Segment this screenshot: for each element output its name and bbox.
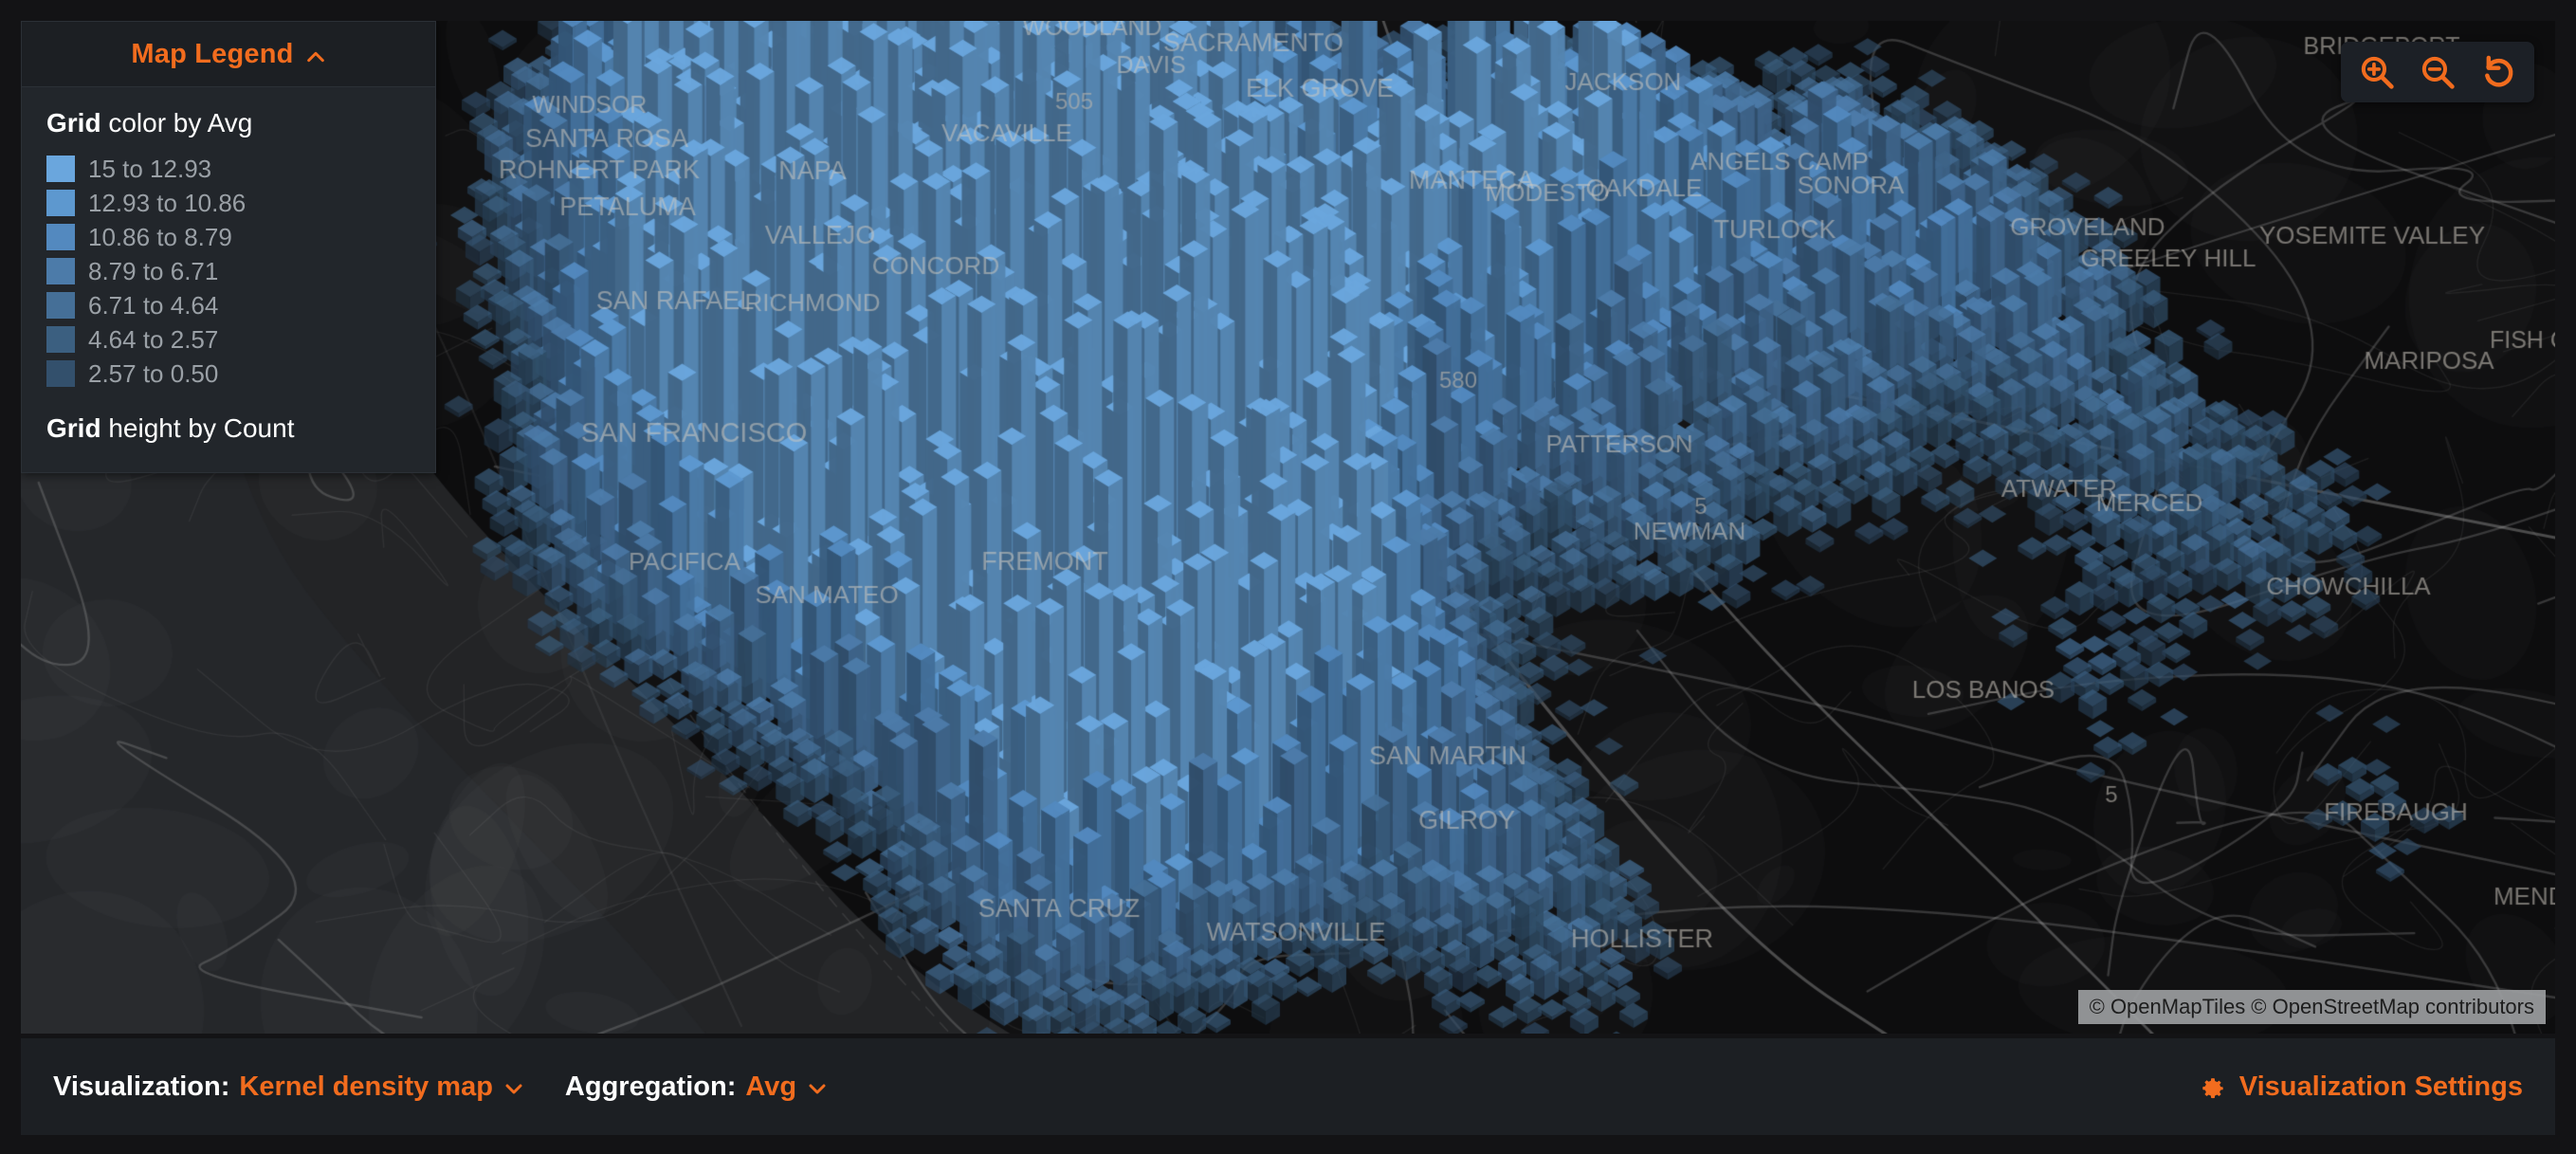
zoom-out-button[interactable] — [2419, 53, 2457, 91]
legend-color-heading-suffix: color by Avg — [100, 108, 253, 137]
reset-icon[interactable] — [2479, 53, 2517, 91]
legend-range-label: 15 to 12.93 — [88, 154, 212, 183]
map-zoom-controls — [2341, 42, 2534, 102]
legend-range-label: 8.79 to 6.71 — [88, 256, 219, 285]
reset-view-button[interactable] — [2479, 53, 2517, 91]
legend-color-swatch — [46, 190, 75, 216]
legend-row: 10.86 to 8.79 — [46, 220, 411, 254]
aggregation-selector-group: Aggregation: Avg — [565, 1072, 829, 1103]
map-viewport[interactable]: Map Legend Grid color by Avg 15 to 12.93… — [21, 21, 2555, 1034]
legend-height-heading-prefix: Grid — [46, 413, 101, 443]
legend-range-label: 10.86 to 8.79 — [88, 222, 232, 251]
map-legend-panel: Map Legend Grid color by Avg 15 to 12.93… — [21, 21, 436, 473]
map-legend-body: Grid color by Avg 15 to 12.93 12.93 to 10… — [22, 87, 435, 472]
legend-range-label: 2.57 to 0.50 — [88, 358, 219, 388]
legend-row: 2.57 to 0.50 — [46, 357, 411, 391]
zoom-in-button[interactable] — [2358, 53, 2396, 91]
map-legend-header[interactable]: Map Legend — [22, 22, 435, 87]
legend-color-scale-list: 15 to 12.93 12.93 to 10.86 10.86 to 8.79 8.… — [46, 152, 411, 391]
legend-range-label: 12.93 to 10.86 — [88, 188, 247, 217]
legend-color-swatch — [46, 156, 75, 182]
zoom-in-icon[interactable] — [2358, 53, 2396, 91]
map-legend-title: Map Legend — [131, 38, 294, 69]
legend-color-heading: Grid color by Avg — [46, 108, 411, 138]
visualization-label: Visualization: — [53, 1071, 230, 1102]
legend-color-swatch — [46, 224, 75, 250]
legend-row: 4.64 to 2.57 — [46, 322, 411, 357]
aggregation-value[interactable]: Avg — [745, 1071, 797, 1102]
visualization-settings-button[interactable]: Visualization Settings — [2200, 1072, 2523, 1103]
legend-row: 12.93 to 10.86 — [46, 186, 411, 220]
legend-row: 15 to 12.93 — [46, 152, 411, 186]
chevron-down-icon[interactable] — [502, 1077, 525, 1100]
legend-color-swatch — [46, 258, 75, 284]
legend-color-swatch — [46, 292, 75, 319]
visualization-settings-label: Visualization Settings — [2238, 1071, 2523, 1102]
map-attribution[interactable]: © OpenMapTiles © OpenStreetMap contribut… — [2077, 990, 2546, 1024]
kernel-density-map-canvas[interactable] — [21, 21, 2555, 1034]
visualization-selector-group: Visualization: Kernel density map — [53, 1072, 525, 1103]
visualization-toolbar: Visualization: Kernel density map Aggreg… — [21, 1038, 2555, 1135]
legend-height-heading: Grid height by Count — [46, 413, 411, 444]
gear-icon[interactable] — [2200, 1075, 2226, 1102]
chevron-down-icon[interactable] — [806, 1077, 829, 1100]
aggregation-label: Aggregation: — [564, 1071, 737, 1102]
legend-range-label: 6.71 to 4.64 — [88, 290, 219, 320]
legend-height-heading-suffix: height by Count — [100, 413, 295, 443]
legend-color-swatch — [46, 326, 75, 353]
chevron-up-icon[interactable] — [305, 46, 326, 67]
visualization-value[interactable]: Kernel density map — [239, 1071, 493, 1102]
legend-row: 8.79 to 6.71 — [46, 254, 411, 288]
legend-row: 6.71 to 4.64 — [46, 288, 411, 322]
legend-color-swatch — [46, 360, 75, 387]
legend-range-label: 4.64 to 2.57 — [88, 324, 219, 354]
zoom-out-icon[interactable] — [2419, 53, 2457, 91]
legend-color-heading-prefix: Grid — [46, 108, 101, 137]
